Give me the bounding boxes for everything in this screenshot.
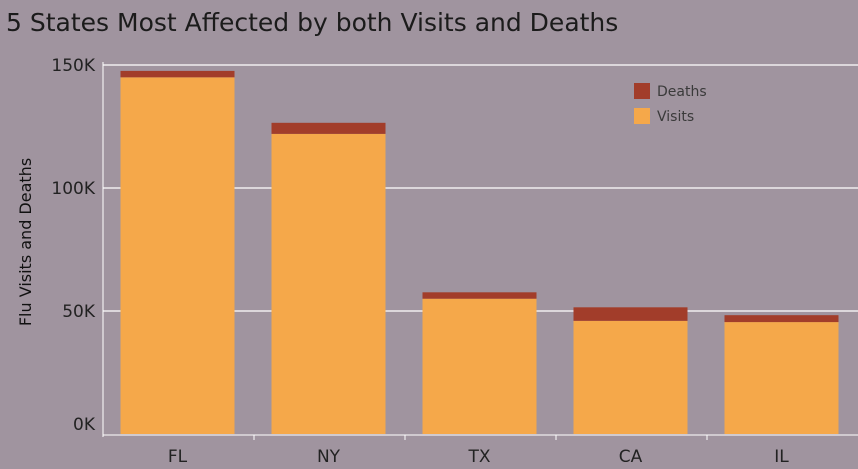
legend-swatch-visits — [634, 108, 650, 124]
chart-title: 5 States Most Affected by both Visits an… — [6, 8, 619, 37]
bar-visits-il — [724, 322, 839, 434]
bar-visits-tx — [422, 298, 537, 434]
y-axis-title: Flu Visits and Deaths — [16, 158, 35, 326]
x-tick-label: CA — [619, 447, 643, 467]
y-tick-label: 0K — [73, 415, 96, 435]
legend-swatch-deaths — [634, 83, 650, 99]
x-tick-label: NY — [317, 447, 341, 467]
bar-visits-fl — [120, 77, 235, 435]
bar-deaths-ca — [573, 307, 688, 321]
bar-deaths-fl — [120, 70, 235, 78]
x-tick-label: TX — [467, 447, 490, 467]
legend-label-visits: Visits — [657, 109, 694, 125]
bar-deaths-tx — [422, 292, 537, 299]
x-tick-label: FL — [168, 447, 188, 467]
y-tick-label: 150K — [51, 56, 95, 76]
bar-deaths-il — [724, 315, 839, 323]
bar-deaths-ny — [271, 122, 386, 134]
y-tick-label: 50K — [62, 302, 96, 322]
bar-visits-ca — [573, 320, 688, 434]
x-tick-label: IL — [774, 447, 789, 467]
legend-label-deaths: Deaths — [657, 84, 707, 100]
bar-visits-ny — [271, 133, 386, 434]
y-tick-label: 100K — [51, 179, 95, 199]
